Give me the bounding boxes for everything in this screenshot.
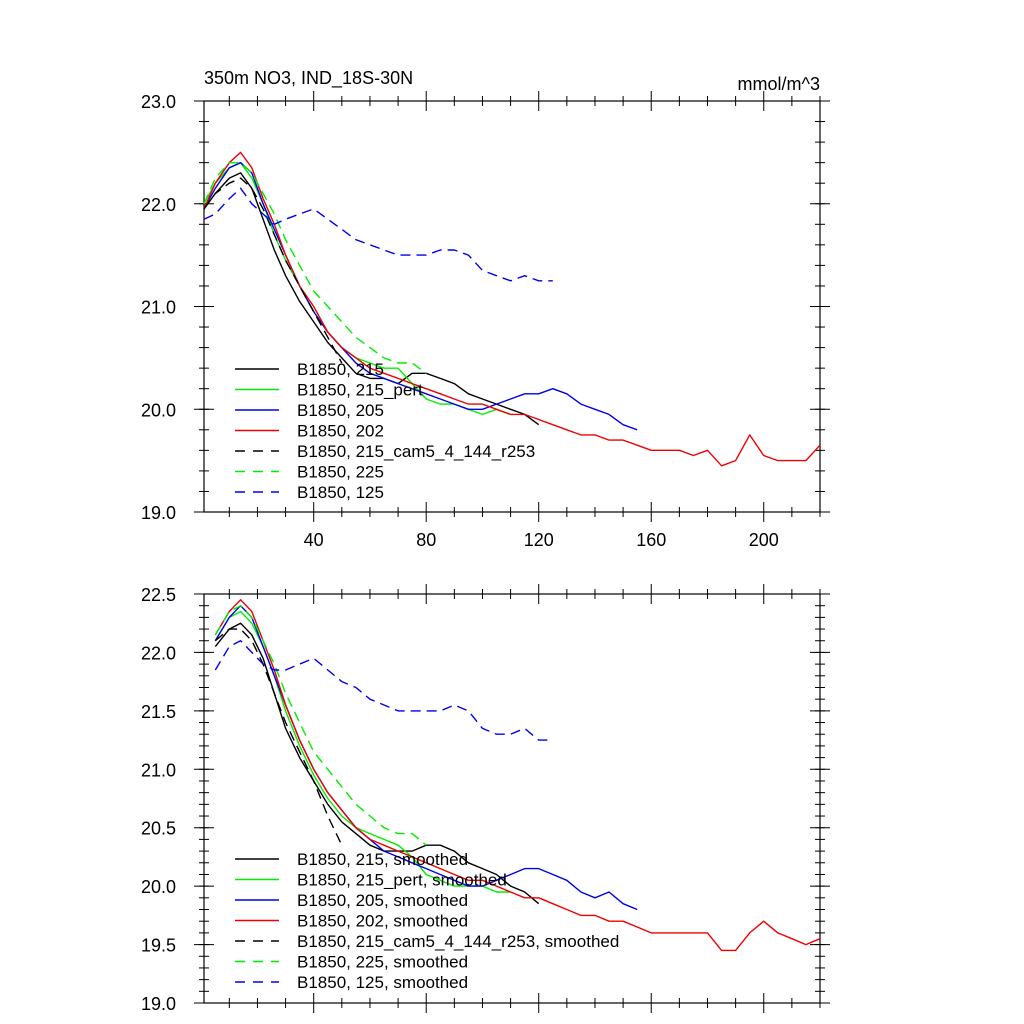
series-line-0 — [203, 172, 540, 426]
y-tick-label: 20.0 — [141, 400, 176, 420]
series-line-3 — [203, 151, 821, 467]
series-line-6 — [203, 187, 553, 282]
top-chart-title: 350m NO3, IND_18S-30N — [204, 68, 413, 89]
series-line-5 — [203, 161, 427, 374]
legend-label-4: B1850, 215_cam5_4_144_r253, smoothed — [297, 932, 619, 951]
y-tick-label: 19.0 — [141, 503, 176, 523]
y-tick-label: 22.0 — [141, 195, 176, 215]
legend-label-6: B1850, 125, smoothed — [297, 973, 468, 992]
series-line-5 — [214, 605, 427, 846]
series-line-0 — [214, 622, 540, 905]
x-tick-label: 80 — [416, 530, 436, 550]
legend-label-3: B1850, 202, smoothed — [297, 912, 468, 931]
bottom-chart: 19.0 19.5 20.0 20.5 21.0 21.5 22.0 22.5 B1850, 2… — [141, 584, 830, 1014]
x-tick-label: 120 — [524, 530, 554, 550]
y-tick-label: 20.0 — [141, 877, 176, 897]
x-tick-label: 160 — [636, 530, 666, 550]
x-tick-label: 40 — [304, 530, 324, 550]
y-tick-label: 23.0 — [141, 92, 176, 112]
y-tick-label: 22.5 — [141, 585, 176, 605]
series-line-4 — [203, 177, 343, 364]
series-line-3 — [214, 599, 821, 952]
legend-label-2: B1850, 205 — [297, 401, 384, 420]
y-tick-label: 21.5 — [141, 702, 176, 722]
legend-label-5: B1850, 225 — [297, 463, 384, 482]
legend-label-4: B1850, 215_cam5_4_144_r253 — [297, 442, 535, 461]
legend-label-3: B1850, 202 — [297, 422, 384, 441]
series-line-2 — [214, 605, 638, 911]
top-chart: 40 80 120 160 200 19.0 20.0 21.0 22.0 23.0 B1850, … — [141, 91, 830, 550]
legend-label-1: B1850, 215_pert — [297, 381, 423, 400]
plot-frame — [203, 593, 821, 1004]
legend-label-5: B1850, 225, smoothed — [297, 953, 468, 972]
series-line-4 — [214, 628, 343, 846]
y-tick-label: 21.0 — [141, 760, 176, 780]
legend-label-0: B1850, 215 — [297, 360, 384, 379]
y-tick-label: 20.5 — [141, 819, 176, 839]
legend-label-6: B1850, 125 — [297, 483, 384, 502]
legend-label-0: B1850, 215, smoothed — [297, 850, 468, 869]
legend-label-2: B1850, 205, smoothed — [297, 891, 468, 910]
x-tick-label: 200 — [749, 530, 779, 550]
series-line-2 — [203, 161, 638, 431]
y-tick-label: 21.0 — [141, 298, 176, 318]
legend-label-1: B1850, 215_pert, smoothed — [297, 871, 507, 890]
y-tick-label: 22.0 — [141, 643, 176, 663]
y-tick-label: 19.0 — [141, 994, 176, 1014]
top-chart-units: mmol/m^3 — [738, 74, 820, 94]
y-tick-label: 19.5 — [141, 936, 176, 956]
